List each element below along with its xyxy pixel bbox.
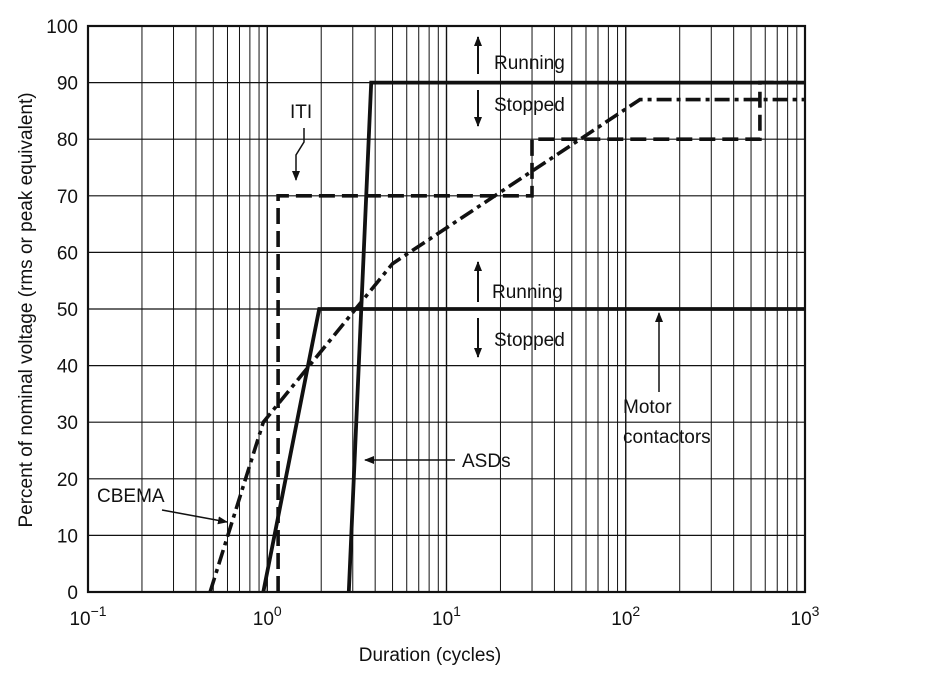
annotation-motor-line2: contactors	[623, 427, 711, 448]
iti-leader-arrow	[292, 128, 305, 181]
y-axis-label: Percent of nominal voltage (rms or peak …	[16, 92, 37, 527]
x-tick-label: 102	[611, 603, 640, 630]
series-cbema-line	[208, 97, 805, 593]
y-tick-label: 60	[57, 243, 78, 264]
y-tick-label: 50	[57, 300, 78, 321]
plot-area-border	[86, 24, 807, 594]
y-tick-label: 30	[57, 413, 78, 434]
annotation-iti: ITI	[290, 102, 312, 123]
annotation-motor-line1: Motor	[623, 397, 672, 418]
x-tick-label: 101	[432, 603, 461, 630]
annotation-stopped-upper: Stopped	[494, 95, 565, 116]
y-tick-label: 100	[46, 17, 78, 38]
y-tick-label: 10	[57, 526, 78, 547]
x-tick-label: 100	[253, 603, 282, 630]
y-tick-label: 80	[57, 130, 78, 151]
x-tick-label: 10−1	[69, 603, 106, 630]
plot-frame	[86, 24, 807, 594]
cbema-leader-arrow	[161, 509, 228, 525]
series-asds-line	[346, 80, 805, 593]
y-tick-label: 20	[57, 470, 78, 491]
x-tick-label: 103	[791, 603, 820, 630]
series-group	[208, 80, 805, 593]
annotation-stopped-lower: Stopped	[494, 330, 565, 351]
x-tick-labels: 10−1 100 101 102 103	[69, 603, 819, 630]
series-motor-contactors-line	[261, 307, 805, 593]
y-tick-label: 70	[57, 187, 78, 208]
annotation-cbema: CBEMA	[97, 486, 165, 507]
annotations: Running Stopped Running Stopped ITI CBEM…	[97, 36, 711, 525]
y-tick-label: 0	[67, 583, 78, 604]
x-axis-label: Duration (cycles)	[359, 645, 502, 666]
annotation-running-upper: Running	[494, 53, 565, 74]
annotation-asds: ASDs	[462, 451, 511, 472]
annotation-running-lower: Running	[492, 282, 563, 303]
y-tick-label: 40	[57, 357, 78, 378]
y-tick-labels: 0 10 20 30 40 50 60 70 80 90 100	[46, 17, 78, 604]
y-tick-label: 90	[57, 74, 78, 95]
